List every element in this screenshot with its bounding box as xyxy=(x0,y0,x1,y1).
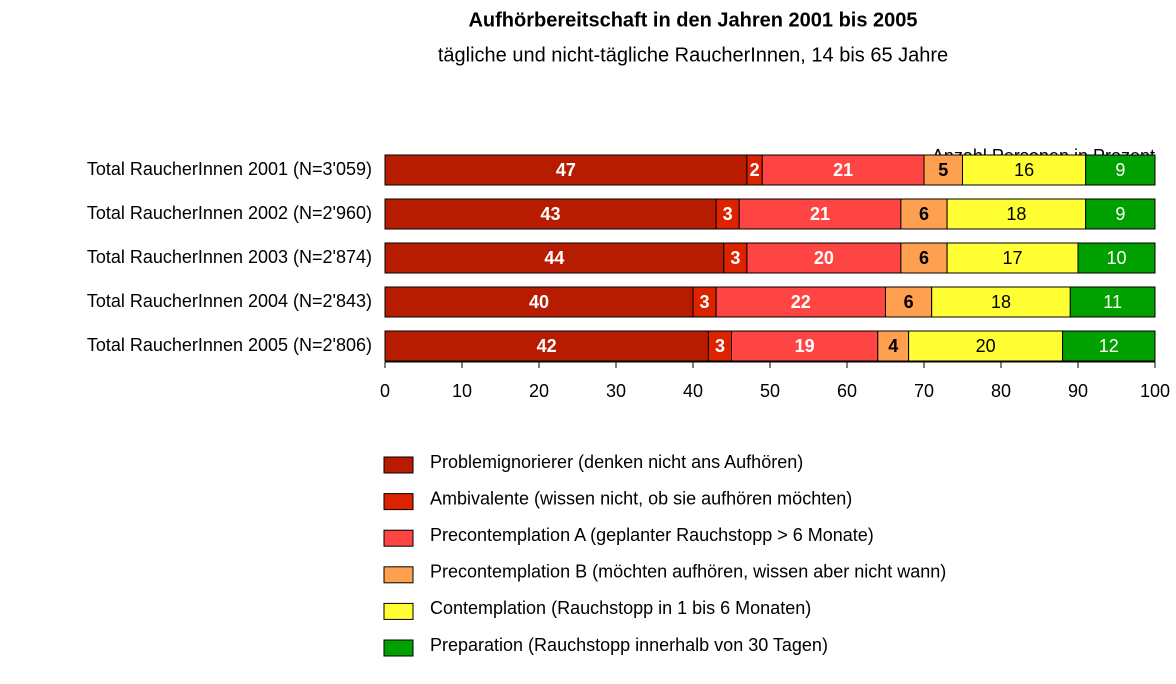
legend-swatch xyxy=(383,602,414,620)
data-label: 40 xyxy=(529,292,549,312)
bar-segment xyxy=(908,330,1064,362)
bar-segment xyxy=(738,198,902,230)
data-label: 20 xyxy=(976,336,996,356)
data-label: 3 xyxy=(700,292,710,312)
bar-segment xyxy=(900,198,948,230)
bar-segment xyxy=(946,242,1079,274)
data-label: 47 xyxy=(556,160,576,180)
data-label: 6 xyxy=(919,204,929,224)
data-label: 21 xyxy=(810,204,830,224)
data-label: 21 xyxy=(833,160,853,180)
bar-segment xyxy=(384,330,709,362)
x-tick-label: 30 xyxy=(606,381,626,401)
bar-segment xyxy=(731,330,879,362)
legend-label: Preparation (Rauchstopp innerhalb von 30… xyxy=(430,635,828,655)
data-label: 9 xyxy=(1115,204,1125,224)
data-label: 3 xyxy=(730,248,740,268)
chart-subtitle: tägliche und nicht-tägliche RaucherInnen… xyxy=(438,44,948,66)
legend-label: Precontemplation A (geplanter Rauchstopp… xyxy=(430,525,874,545)
bar-segment xyxy=(384,242,725,274)
data-label: 20 xyxy=(814,248,834,268)
legend-swatch xyxy=(383,456,414,474)
legend-label: Ambivalente (wissen nicht, ob sie aufhör… xyxy=(430,488,852,508)
bar-segment xyxy=(1085,198,1156,230)
data-label: 44 xyxy=(544,248,564,268)
x-tick-label: 80 xyxy=(991,381,1011,401)
x-tick-label: 10 xyxy=(452,381,472,401)
x-tick-label: 20 xyxy=(529,381,549,401)
x-tick-label: 50 xyxy=(760,381,780,401)
bar-segment xyxy=(877,330,910,362)
x-tick-label: 90 xyxy=(1068,381,1088,401)
category-label: Total RaucherInnen 2001 (N=3'059) xyxy=(87,159,372,179)
legend-swatch xyxy=(383,529,414,547)
x-tick-label: 100 xyxy=(1140,381,1170,401)
bar-segment xyxy=(384,286,694,318)
data-label: 43 xyxy=(541,204,561,224)
bar-segment xyxy=(923,154,963,186)
data-label: 11 xyxy=(1103,292,1122,312)
data-label: 10 xyxy=(1106,248,1126,268)
bar-segment xyxy=(962,154,1087,186)
legend-label: Precontemplation B (möchten aufhören, wi… xyxy=(430,562,946,582)
x-tick-label: 40 xyxy=(683,381,703,401)
bar-segment xyxy=(1077,242,1156,274)
data-label: 18 xyxy=(991,292,1011,312)
data-label: 5 xyxy=(938,160,948,180)
data-label: 42 xyxy=(537,336,557,356)
bar-segment xyxy=(1062,330,1156,362)
data-label: 16 xyxy=(1014,160,1034,180)
chart-title: Aufhörbereitschaft in den Jahren 2001 bi… xyxy=(468,9,917,31)
bar-segment xyxy=(1069,286,1156,318)
legend-swatch xyxy=(383,639,414,657)
category-label: Total RaucherInnen 2002 (N=2'960) xyxy=(87,203,372,223)
data-label: 19 xyxy=(795,336,815,356)
category-label: Total RaucherInnen 2004 (N=2'843) xyxy=(87,291,372,311)
bar-segment xyxy=(900,242,948,274)
legend-swatch xyxy=(383,493,414,511)
data-label: 22 xyxy=(791,292,811,312)
category-label: Total RaucherInnen 2005 (N=2'806) xyxy=(87,335,372,355)
bar-segment xyxy=(1085,154,1156,186)
data-label: 12 xyxy=(1099,336,1119,356)
data-label: 6 xyxy=(904,292,914,312)
legend-swatch xyxy=(383,566,414,584)
bar-segment xyxy=(746,242,902,274)
legend-label: Problemignorierer (denken nicht ans Aufh… xyxy=(430,452,803,472)
data-label: 4 xyxy=(888,336,898,356)
data-label: 3 xyxy=(723,204,733,224)
data-label: 2 xyxy=(750,160,760,180)
x-tick-label: 70 xyxy=(914,381,934,401)
x-tick-label: 60 xyxy=(837,381,857,401)
data-label: 9 xyxy=(1115,160,1125,180)
bar-segment xyxy=(384,198,717,230)
bar-segment xyxy=(931,286,1071,318)
x-tick-label: 0 xyxy=(380,381,390,401)
data-label: 17 xyxy=(1003,248,1023,268)
bar-segment xyxy=(885,286,933,318)
data-label: 3 xyxy=(715,336,725,356)
data-label: 18 xyxy=(1006,204,1026,224)
legend-label: Contemplation (Rauchstopp in 1 bis 6 Mon… xyxy=(430,598,811,618)
data-label: 6 xyxy=(919,248,929,268)
bar-segment xyxy=(715,286,886,318)
category-label: Total RaucherInnen 2003 (N=2'874) xyxy=(87,247,372,267)
